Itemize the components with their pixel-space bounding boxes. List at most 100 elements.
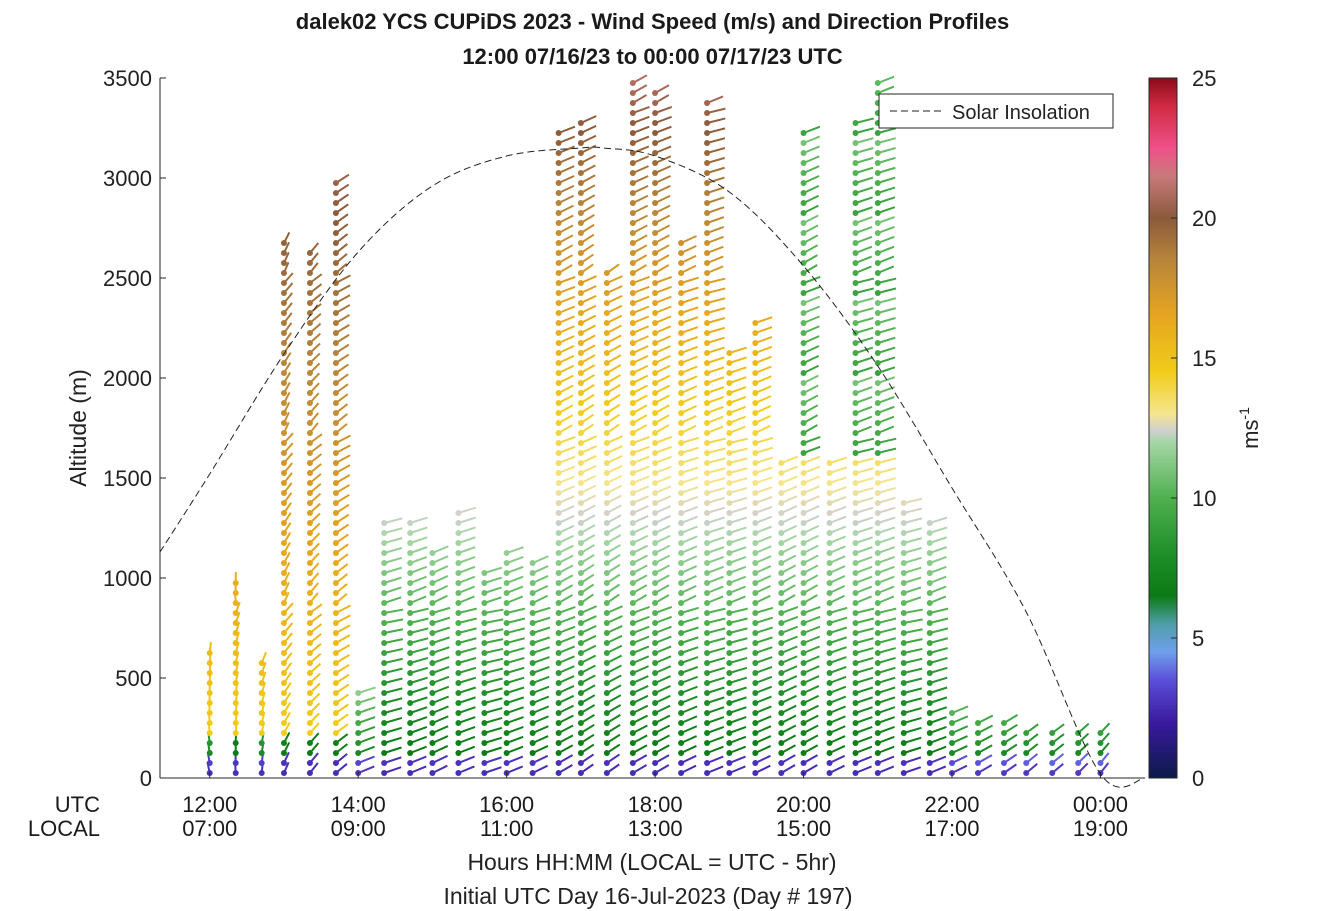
wind-barb — [903, 756, 922, 764]
wind-point — [429, 550, 436, 556]
wind-point — [900, 600, 907, 606]
wind-point — [429, 610, 436, 616]
wind-barb — [706, 346, 725, 354]
wind-point — [280, 460, 287, 466]
wind-point — [652, 390, 659, 396]
wind-point — [678, 570, 685, 576]
wind-point — [800, 720, 807, 726]
wind-point — [852, 370, 859, 376]
wind-point — [306, 630, 313, 636]
wind-point — [800, 270, 807, 276]
wind-point — [826, 520, 833, 526]
wind-point — [752, 580, 759, 586]
wind-point — [900, 740, 907, 746]
wind-barb — [484, 756, 502, 764]
wind-point — [1049, 770, 1056, 776]
wind-barb — [409, 627, 429, 634]
wind-point — [306, 400, 313, 406]
wind-point — [800, 540, 807, 546]
wind-barb — [877, 156, 896, 164]
wind-barb — [680, 436, 700, 444]
wind-point — [926, 570, 933, 576]
wind-barb — [706, 277, 726, 284]
wind-barb — [706, 366, 725, 374]
colorbar-label: ms-1 — [1236, 407, 1263, 449]
wind-point — [752, 710, 759, 716]
wind-point — [503, 730, 510, 736]
wind-barb — [706, 526, 725, 534]
wind-point — [258, 760, 265, 766]
wind-point — [629, 110, 636, 116]
wind-point — [726, 760, 733, 766]
wind-barb — [855, 516, 874, 524]
wind-point — [704, 260, 711, 266]
wind-barb — [877, 336, 896, 344]
wind-point — [704, 490, 711, 496]
wind-barb — [729, 627, 748, 634]
wind-barb — [458, 666, 477, 674]
wind-point — [280, 470, 287, 476]
wind-barb — [855, 487, 874, 494]
wind-point — [455, 770, 462, 776]
wind-point — [678, 330, 685, 336]
wind-point — [704, 330, 711, 336]
wind-point — [603, 610, 610, 616]
wind-point — [577, 470, 584, 476]
wind-point — [704, 670, 711, 676]
wind-point — [455, 690, 462, 696]
wind-barb — [855, 526, 874, 534]
wind-point — [577, 120, 584, 126]
wind-point — [603, 420, 610, 426]
wind-point — [629, 430, 636, 436]
wind-point — [652, 360, 659, 366]
wind-point — [652, 230, 659, 236]
wind-barb — [383, 517, 403, 524]
wind-point — [926, 690, 933, 696]
wind-point — [704, 120, 711, 126]
wind-point — [603, 290, 610, 296]
wind-point — [603, 490, 610, 496]
wind-point — [603, 620, 610, 626]
wind-point — [1075, 770, 1082, 776]
wind-point — [874, 740, 881, 746]
wind-point — [629, 360, 636, 366]
wind-point — [974, 770, 981, 776]
wind-point — [529, 620, 536, 626]
wind-barb — [484, 726, 503, 734]
wind-point — [407, 720, 414, 726]
wind-point — [407, 610, 414, 616]
wind-point — [629, 500, 636, 506]
wind-point — [455, 740, 462, 746]
x-tick-label-local: 11:00 — [480, 816, 533, 841]
wind-point — [704, 770, 711, 776]
wind-point — [874, 480, 881, 486]
wind-point — [652, 510, 659, 516]
wind-barb — [532, 606, 551, 614]
wind-point — [280, 550, 287, 556]
wind-point — [555, 290, 562, 296]
wind-point — [306, 280, 313, 286]
wind-point — [826, 710, 833, 716]
wind-point — [726, 480, 733, 486]
wind-point — [852, 230, 859, 236]
wind-point — [555, 500, 562, 506]
wind-point — [280, 310, 287, 316]
wind-point — [852, 340, 859, 346]
wind-barb — [855, 666, 874, 674]
wind-point — [306, 640, 313, 646]
wind-barb — [484, 596, 502, 604]
wind-point — [555, 620, 562, 626]
wind-point — [603, 750, 610, 756]
wind-point — [704, 430, 711, 436]
wind-barb — [729, 656, 748, 664]
wind-point — [874, 730, 881, 736]
wind-point — [577, 640, 584, 646]
wind-point — [555, 560, 562, 566]
wind-point — [206, 650, 213, 656]
wind-point — [704, 160, 711, 166]
wind-point — [355, 740, 362, 746]
wind-point — [704, 380, 711, 386]
wind-barb — [484, 716, 503, 724]
wind-barb — [877, 356, 896, 364]
